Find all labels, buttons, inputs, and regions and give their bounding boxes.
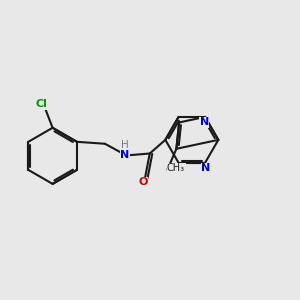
Text: N: N (200, 117, 209, 128)
Text: N: N (201, 163, 211, 173)
Text: H: H (121, 140, 129, 150)
Text: Cl: Cl (36, 99, 48, 110)
Text: N: N (120, 151, 129, 160)
Text: CH₃: CH₃ (167, 163, 185, 173)
Text: O: O (138, 177, 148, 187)
